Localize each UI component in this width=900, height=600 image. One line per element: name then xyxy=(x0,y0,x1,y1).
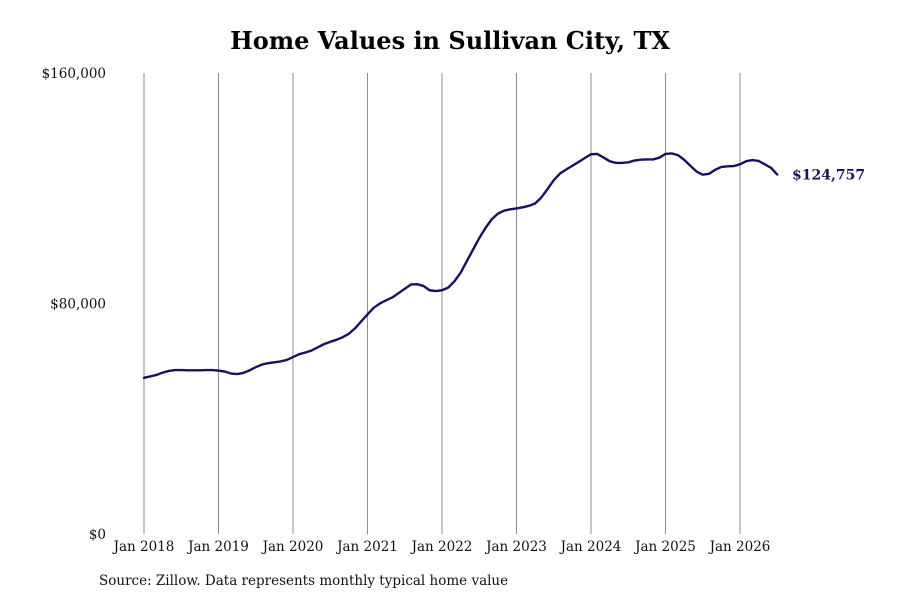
x-axis-ticks: Jan 2018 Jan 2019 Jan 2020 Jan 2021 Jan 2022… xyxy=(112,539,771,555)
x-tick-label: Jan 2024 xyxy=(559,539,622,555)
x-tick-label: Jan 2025 xyxy=(633,539,696,555)
y-tick-label: $80,000 xyxy=(50,297,106,313)
y-tick-label: $0 xyxy=(89,527,106,543)
chart-title: Home Values in Sullivan City, TX xyxy=(230,26,670,55)
y-axis-ticks: $0 $80,000 $160,000 xyxy=(42,66,106,543)
x-tick-label: Jan 2021 xyxy=(335,539,398,555)
source-note: Source: Zillow. Data represents monthly … xyxy=(99,573,509,589)
x-tick-label: Jan 2026 xyxy=(708,539,771,555)
latest-value-label: $124,757 xyxy=(792,168,865,184)
y-tick-label: $160,000 xyxy=(42,66,106,82)
x-tick-label: Jan 2020 xyxy=(261,539,324,555)
x-tick-label: Jan 2023 xyxy=(484,539,547,555)
x-tick-label: Jan 2019 xyxy=(186,539,249,555)
x-tick-label: Jan 2022 xyxy=(410,539,473,555)
gridlines xyxy=(143,73,741,534)
x-tick-label: Jan 2018 xyxy=(112,539,175,555)
home-value-line xyxy=(142,152,779,380)
